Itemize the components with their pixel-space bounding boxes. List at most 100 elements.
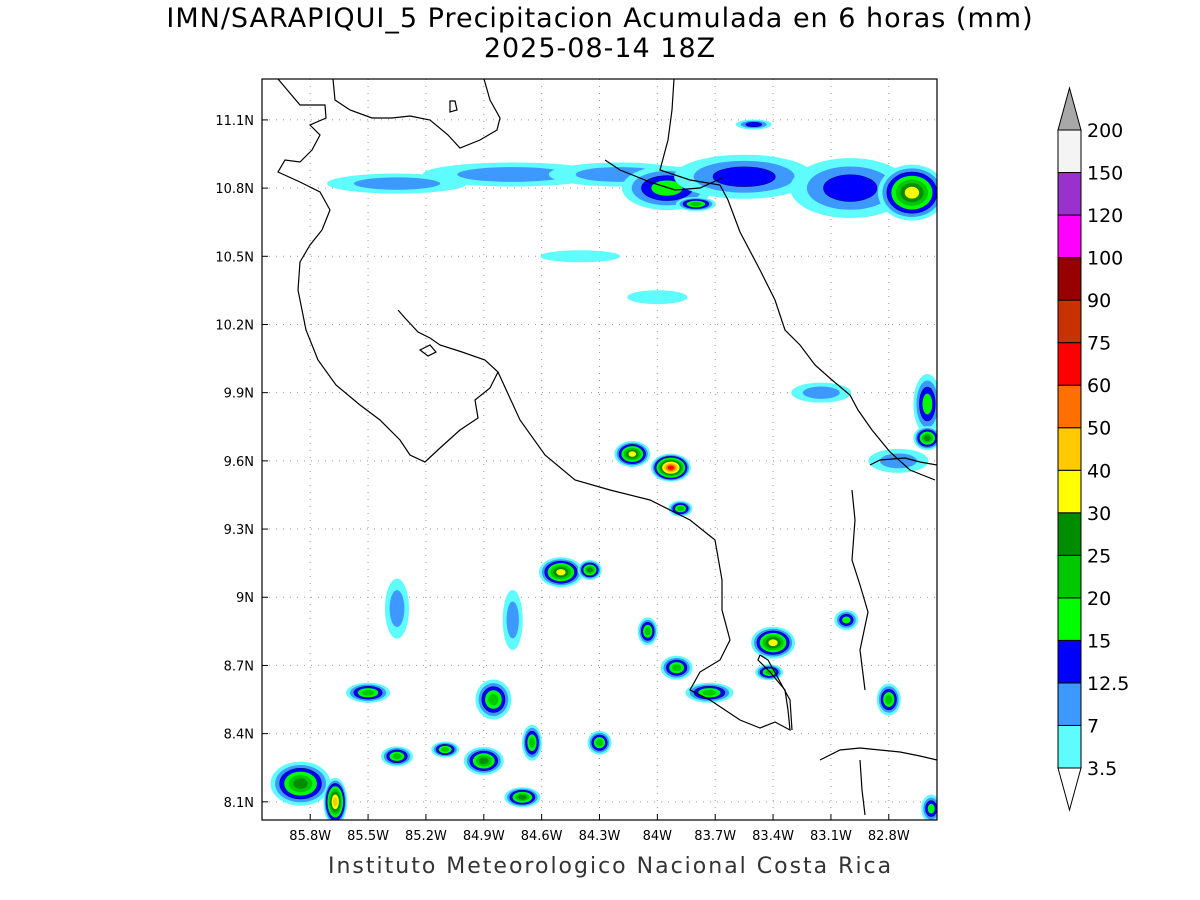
precip-cell [577,559,602,580]
footer-credit: Instituto Meteorologico Nacional Costa R… [328,854,894,879]
precip-cell [921,794,937,820]
longitude-axis: 85.8W 85.5W 85.2W 84.9W 84.6W 84.3W 84W 83.7W 83… [289,814,910,844]
colorbar-box [1057,299,1082,344]
precip-cell [791,382,852,403]
panama-border [851,489,869,691]
lake-island [449,100,458,113]
lat-tick-label: 10.5N [215,250,254,265]
colorbar-max-triangle [1057,86,1082,131]
colorbar-label: 75 [1087,333,1111,355]
map-title: IMN/SARAPIQUI_5 Precipitacion Acumulada … [166,3,1034,34]
precip-cell [614,441,651,468]
colorbar-box [1057,257,1082,301]
colorbar-box [1057,682,1082,726]
lat-tick-label: 8.7N [224,659,254,674]
colorbar-label: 200 [1087,120,1123,142]
lon-tick-label: 85.8W [289,829,331,844]
lat-tick-label: 10.8N [215,182,254,197]
colorbar-label: 15 [1087,630,1111,652]
colorbar-label: 120 [1087,205,1123,227]
colorbar-min-triangle [1057,767,1082,812]
nicoya-inner [418,344,437,357]
precip-cell [675,197,716,212]
gulf-coast [497,371,791,732]
lat-tick-label: 9.9N [224,387,254,402]
lat-tick-label: 9.6N [224,455,254,470]
precip-cell [463,746,504,775]
colorbar-box [1057,469,1082,514]
colorbar-box [1057,639,1082,684]
lon-tick-label: 83.1W [810,829,852,844]
precip-cell [755,664,784,681]
colorbar-label: 90 [1087,290,1111,312]
lat-tick-label: 10.2N [215,318,254,333]
colorbar-box [1057,597,1082,641]
precip-cell [735,119,772,130]
precip-cell [475,679,512,720]
precip-cell [913,426,937,451]
lat-tick-label: 8.4N [224,728,254,743]
precip-cell [660,655,693,680]
map-valid-time: 2025-08-14 18Z [483,33,717,64]
lon-tick-label: 84.6W [521,829,563,844]
precip-cell [381,746,413,767]
precip-cell [587,730,612,755]
caribbean-coast [659,79,936,481]
colorbar-label: 100 [1087,248,1123,270]
colorbar-label: 50 [1087,418,1111,440]
colorbar-label: 40 [1087,460,1111,482]
panama-north [869,457,937,466]
colorbar-label: 150 [1087,163,1123,185]
northern-shore [332,79,501,149]
border-nicaragua [604,159,723,191]
precip-cell [637,617,658,646]
lat-tick-label: 9N [236,591,254,606]
colorbar-label: 12.5 [1087,673,1129,695]
lat-tick-label: 8.1N [224,796,254,811]
precip-cell [868,448,929,473]
precipitation-field [270,119,937,820]
colorbar-label: 25 [1087,545,1111,567]
lon-tick-label: 83.7W [694,829,736,844]
precip-cell [834,609,859,630]
precip-cell [504,787,541,808]
precip-cell [876,683,901,716]
precip-cell [538,557,583,588]
colorbar-label: 3.5 [1087,758,1117,780]
precip-cell [431,741,460,758]
colorbar-box [1057,554,1082,599]
lon-tick-label: 83.4W [752,829,794,844]
colorbar-box [1057,512,1082,556]
precip-cell [270,761,331,806]
precip-cell [346,682,391,703]
colorbar-box [1057,172,1082,216]
colorbar-box [1057,214,1082,259]
lon-tick-label: 84.9W [463,829,505,844]
colorbar-box [1057,724,1082,769]
precip-cell [627,290,688,305]
colorbar-label: 7 [1087,715,1099,737]
lon-tick-label: 84.3W [579,829,621,844]
colorbar-box [1057,427,1082,471]
lon-tick-label: 85.2W [405,829,447,844]
colorbar-label: 60 [1087,375,1111,397]
osa-peninsula [759,654,793,731]
precip-cell [650,453,691,482]
colorbar-box [1057,129,1082,174]
precip-cell [522,724,542,761]
lat-tick-label: 11.1N [215,114,254,129]
colorbar: 3.5 7 12.5 15 20 25 30 40 50 60 75 90 100 120 150 200 [1057,86,1129,812]
nicaragua-coast [277,79,499,463]
lat-tick-label: 9.3N [224,523,254,538]
coastline [277,79,937,816]
latitude-axis: 11.1N 10.8N 10.5N 10.2N 9.9N 9.6N 9.3N 9N 8.7N 8.… [215,114,268,811]
precip-cell [790,158,911,219]
precip-cell [751,626,796,659]
colorbar-label: 20 [1087,588,1111,610]
colorbar-box [1057,384,1082,429]
precip-cell [502,589,523,650]
grid-lines [262,79,937,820]
precip-cell [323,777,348,820]
precip-cell [913,374,937,435]
panama-coast [819,747,937,816]
